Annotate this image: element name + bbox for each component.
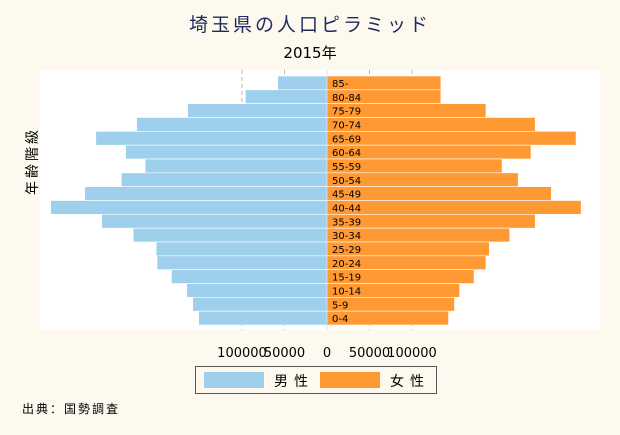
- source-note: 出典：国勢調査: [22, 402, 121, 416]
- x-tick-label: 100000: [387, 346, 437, 361]
- bar-male: [245, 89, 328, 104]
- age-label: 70-74: [332, 120, 361, 131]
- age-label: 35-39: [332, 217, 361, 228]
- age-label: 50-54: [332, 176, 361, 187]
- bar-male: [125, 144, 328, 160]
- age-label: 25-29: [332, 245, 361, 256]
- bar-male: [171, 269, 328, 284]
- chart-subtitle: 2015年: [283, 44, 337, 62]
- bar-female: [326, 131, 577, 146]
- bar-male: [50, 200, 328, 215]
- legend-label-male: 男性: [274, 374, 314, 390]
- bar-male: [136, 117, 328, 132]
- bar-male: [277, 75, 328, 91]
- bar-male: [192, 297, 328, 312]
- x-tick-label: 100000: [217, 346, 267, 361]
- bar-male: [101, 214, 328, 229]
- bar-male: [132, 227, 328, 243]
- age-label: 85-: [332, 79, 349, 90]
- age-label: 15-19: [332, 273, 361, 284]
- age-label: 60-64: [332, 148, 361, 159]
- bar-male: [84, 186, 328, 201]
- age-label: 75-79: [332, 107, 361, 118]
- bar-male: [187, 103, 328, 118]
- bar-female: [326, 200, 582, 215]
- legend-swatch-male: [204, 372, 264, 388]
- x-tick-label: 50000: [264, 346, 305, 361]
- bar-male: [121, 172, 328, 187]
- legend-label-female: 女性: [390, 374, 430, 390]
- age-label: 40-44: [332, 203, 361, 214]
- age-label: 5-9: [332, 300, 348, 311]
- x-tick-label: 50000: [349, 346, 390, 361]
- x-tick-label: 0: [323, 346, 331, 361]
- age-label: 80-84: [332, 93, 361, 104]
- age-label: 20-24: [332, 259, 361, 270]
- bar-male: [198, 310, 328, 326]
- age-label: 30-34: [332, 231, 361, 242]
- legend: 男性 女性: [195, 366, 437, 394]
- age-label: 45-49: [332, 190, 361, 201]
- age-label: 0-4: [332, 314, 348, 325]
- legend-swatch-female: [320, 372, 380, 388]
- bar-male: [156, 255, 328, 270]
- age-label: 65-69: [332, 134, 361, 145]
- bar-male: [95, 131, 328, 146]
- chart-title: 埼玉県の人口ピラミッド: [188, 14, 431, 36]
- age-label: 55-59: [332, 162, 361, 173]
- bar-male: [155, 241, 328, 257]
- age-label: 10-14: [332, 286, 361, 297]
- bar-male: [144, 158, 328, 174]
- bar-male: [186, 283, 328, 298]
